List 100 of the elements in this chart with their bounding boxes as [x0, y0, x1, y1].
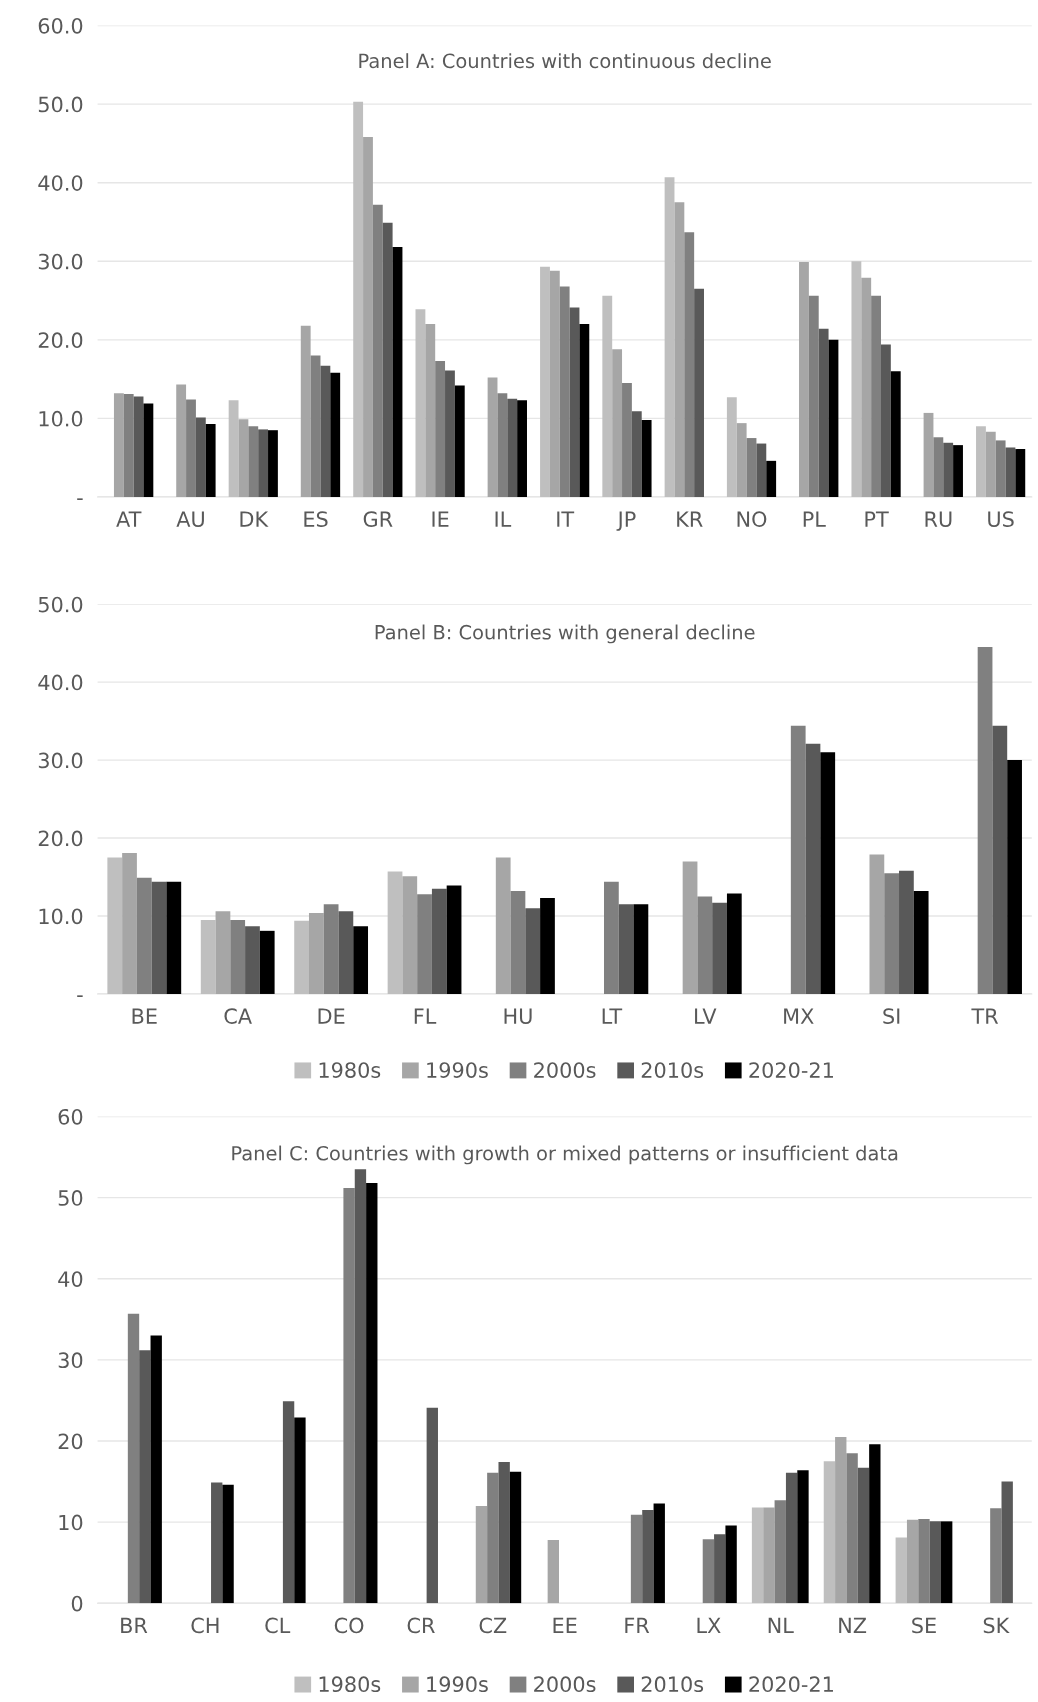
bar: [906, 1519, 919, 1604]
bar: [330, 372, 341, 497]
bar: [300, 325, 311, 497]
bar: [507, 398, 518, 497]
bar: [857, 1467, 870, 1604]
bar: [166, 881, 182, 994]
x-tick-label: SE: [912, 1617, 936, 1634]
x-tick-label: TR: [971, 1008, 999, 1024]
bar: [186, 399, 196, 497]
bar: [540, 266, 550, 497]
bar: [702, 1539, 715, 1604]
bar: [785, 1472, 798, 1604]
bar: [899, 870, 914, 994]
bar: [799, 262, 809, 497]
bar: [392, 247, 403, 497]
x-tick-label: CH: [191, 1617, 219, 1634]
bar: [861, 277, 872, 497]
bar: [294, 920, 309, 994]
bar: [222, 1484, 234, 1604]
bar: [630, 1514, 643, 1604]
bar: [495, 857, 511, 994]
bar: [150, 1335, 162, 1604]
x-tick-label: CR: [407, 1617, 435, 1634]
y-tick-label: 50: [58, 1190, 83, 1206]
bar: [790, 725, 806, 994]
legend-label: 2020-21: [749, 1676, 833, 1693]
bar: [835, 1436, 847, 1604]
y-tick-label: 30.0: [38, 253, 83, 270]
legend-label: 2000s: [534, 1676, 596, 1693]
bar: [612, 349, 623, 497]
bar: [136, 877, 152, 994]
bar: [133, 396, 144, 497]
bar: [726, 397, 737, 497]
bar: [238, 419, 249, 497]
bar: [230, 919, 246, 994]
x-tick-label: EE: [553, 1617, 577, 1633]
bar: [684, 232, 695, 497]
bar: [320, 365, 331, 497]
x-tick-label: FR: [625, 1617, 650, 1633]
bar: [725, 1525, 737, 1604]
bar: [127, 1313, 140, 1604]
y-tick-label: 30.0: [38, 752, 83, 769]
y-tick-label: 10.0: [39, 410, 83, 427]
bar: [310, 355, 321, 497]
bar: [774, 1500, 786, 1604]
bar: [664, 177, 675, 497]
bar: [372, 204, 383, 497]
y-tick-label: 0: [71, 1595, 83, 1612]
y-tick-label: 30: [58, 1352, 83, 1369]
bar: [941, 1521, 953, 1604]
bar: [338, 911, 354, 994]
text: Panel A: Countries with continuous decline: [359, 53, 771, 69]
bar: [884, 873, 900, 994]
bar: [1007, 760, 1022, 994]
x-tick-label: SK: [983, 1617, 1010, 1634]
y-tick-label: 40: [58, 1271, 83, 1287]
bar: [245, 926, 260, 994]
bar: [228, 400, 239, 497]
bar: [354, 1169, 367, 1604]
bar: [622, 383, 632, 497]
bar: [323, 904, 339, 994]
bar: [631, 411, 642, 497]
x-tick-label: US: [988, 511, 1014, 527]
y-tick-label: 20: [58, 1433, 83, 1450]
x-tick-label: NO: [737, 511, 767, 527]
x-tick-label: CA: [224, 1008, 252, 1024]
bar: [913, 891, 929, 994]
bar: [248, 426, 259, 497]
bar: [415, 309, 426, 497]
bar: [200, 919, 216, 994]
bar: [366, 1183, 378, 1604]
bar: [763, 1507, 775, 1604]
x-tick-label: SI: [883, 1008, 900, 1024]
bar: [259, 930, 275, 994]
bar: [549, 270, 560, 497]
x-tick-label: RU: [925, 511, 952, 527]
bar: [487, 377, 498, 497]
bar: [475, 1505, 488, 1604]
bar: [736, 423, 747, 497]
y-tick-label: 10.0: [39, 908, 83, 925]
bar: [425, 324, 436, 497]
bar: [294, 1417, 306, 1604]
legend-label: 2000s: [534, 1062, 596, 1078]
x-tick-label: IT: [557, 511, 575, 527]
bar: [382, 222, 393, 497]
bar: [694, 288, 704, 497]
x-tick-label: BR: [121, 1617, 148, 1633]
bar: [726, 893, 742, 994]
bar: [435, 361, 446, 497]
y-tick-label: 50.0: [38, 96, 83, 113]
bar: [426, 1407, 438, 1604]
bar: [808, 295, 819, 497]
text: Panel C: Countries with growth or mixed patterns or insufficient data: [232, 1145, 898, 1165]
bar: [353, 926, 369, 994]
bar: [454, 385, 465, 497]
y-tick-label: 10: [59, 1514, 83, 1531]
bar: [195, 417, 206, 497]
bar: [953, 445, 963, 497]
y-tick-label: 40.0: [38, 674, 83, 691]
bar: [123, 394, 134, 497]
